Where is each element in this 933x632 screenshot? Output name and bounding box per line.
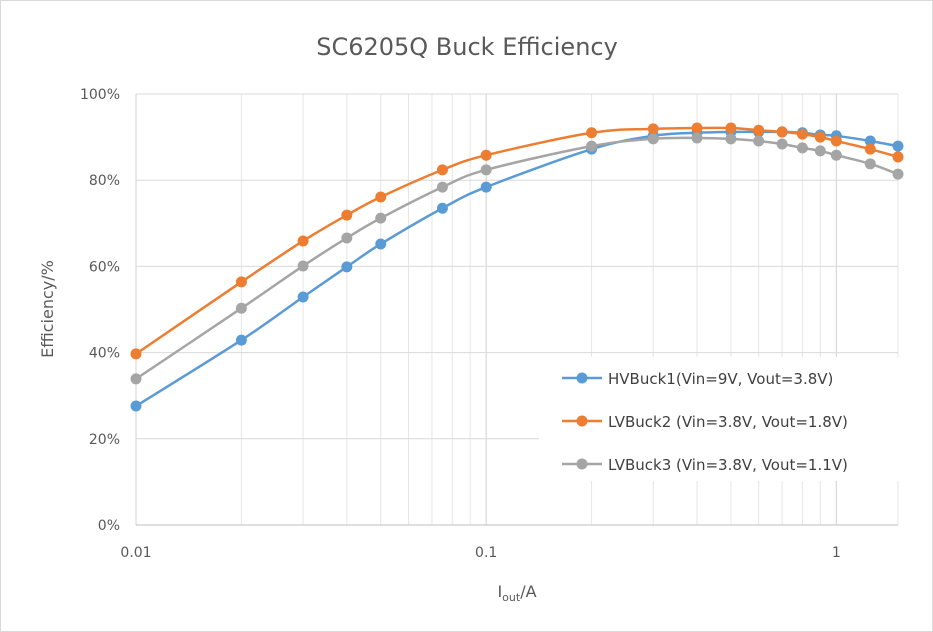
data-point bbox=[436, 202, 448, 214]
data-point bbox=[341, 209, 353, 221]
data-point bbox=[647, 123, 659, 135]
legend-marker bbox=[576, 372, 588, 384]
data-point bbox=[375, 238, 387, 250]
data-point bbox=[341, 232, 353, 244]
y-tick-label: 80% bbox=[89, 173, 120, 189]
data-point bbox=[297, 291, 309, 303]
data-point bbox=[892, 140, 904, 152]
data-point bbox=[776, 126, 788, 138]
data-point bbox=[691, 122, 703, 134]
data-point bbox=[480, 149, 492, 161]
series-2 bbox=[130, 122, 904, 360]
data-point bbox=[235, 334, 247, 346]
data-point bbox=[480, 164, 492, 176]
data-point bbox=[130, 373, 142, 385]
data-point bbox=[691, 132, 703, 144]
legend-marker bbox=[576, 458, 588, 470]
y-tick-label: 60% bbox=[89, 259, 120, 275]
data-point bbox=[436, 181, 448, 193]
x-tick-label: 1 bbox=[832, 545, 841, 561]
x-tick-label: 0.01 bbox=[120, 545, 151, 561]
legend: HVBuck1(Vin=9V, Vout=3.8V) LVBuck2 (Vin=3… bbox=[539, 357, 901, 481]
data-point bbox=[130, 400, 142, 412]
data-point bbox=[480, 181, 492, 193]
data-point bbox=[375, 191, 387, 203]
y-tick-label: 0% bbox=[98, 518, 120, 534]
data-point bbox=[814, 145, 826, 157]
series-group bbox=[130, 122, 904, 412]
data-point bbox=[814, 131, 826, 143]
x-axis-ticks: 0.01 0.1 1 bbox=[120, 545, 840, 561]
data-point bbox=[796, 128, 808, 140]
legend-marker bbox=[576, 415, 588, 427]
legend-label: LVBuck2 (Vin=3.8V, Vout=1.8V) bbox=[608, 413, 848, 431]
data-point bbox=[725, 133, 737, 145]
data-point bbox=[725, 122, 737, 134]
y-tick-label: 100% bbox=[80, 87, 120, 103]
data-point bbox=[830, 135, 842, 147]
data-point bbox=[647, 133, 659, 145]
data-point bbox=[341, 261, 353, 273]
legend-label: HVBuck1(Vin=9V, Vout=3.8V) bbox=[608, 370, 833, 388]
data-point bbox=[586, 127, 598, 139]
x-axis-label-unit: /A bbox=[520, 582, 536, 601]
data-point bbox=[864, 135, 876, 147]
data-point bbox=[864, 158, 876, 170]
data-point bbox=[892, 168, 904, 180]
y-tick-label: 40% bbox=[89, 346, 120, 362]
data-point bbox=[586, 140, 598, 152]
data-point bbox=[235, 302, 247, 314]
data-point bbox=[375, 212, 387, 224]
data-point bbox=[436, 164, 448, 176]
data-point bbox=[830, 149, 842, 161]
data-point bbox=[753, 124, 765, 136]
chart-title: SC6205Q Buck Efficiency bbox=[316, 33, 618, 61]
x-tick-label: 0.1 bbox=[475, 545, 497, 561]
data-point bbox=[235, 276, 247, 288]
data-point bbox=[297, 260, 309, 272]
y-axis-label: Efficiency/% bbox=[38, 260, 57, 358]
data-point bbox=[297, 235, 309, 247]
data-point bbox=[753, 135, 765, 147]
data-point bbox=[864, 143, 876, 155]
data-point bbox=[796, 142, 808, 154]
y-tick-label: 20% bbox=[89, 432, 120, 448]
x-axis-label-sub: out bbox=[502, 591, 521, 604]
data-point bbox=[776, 138, 788, 150]
x-axis-label: Iout/A bbox=[497, 582, 536, 604]
x-axis-label-main: I bbox=[497, 582, 502, 601]
legend-label: LVBuck3 (Vin=3.8V, Vout=1.1V) bbox=[608, 456, 848, 474]
y-axis-ticks: 0% 20% 40% 60% 80% 100% bbox=[80, 87, 120, 534]
data-point bbox=[130, 348, 142, 360]
series-3 bbox=[130, 132, 904, 385]
data-point bbox=[892, 151, 904, 163]
